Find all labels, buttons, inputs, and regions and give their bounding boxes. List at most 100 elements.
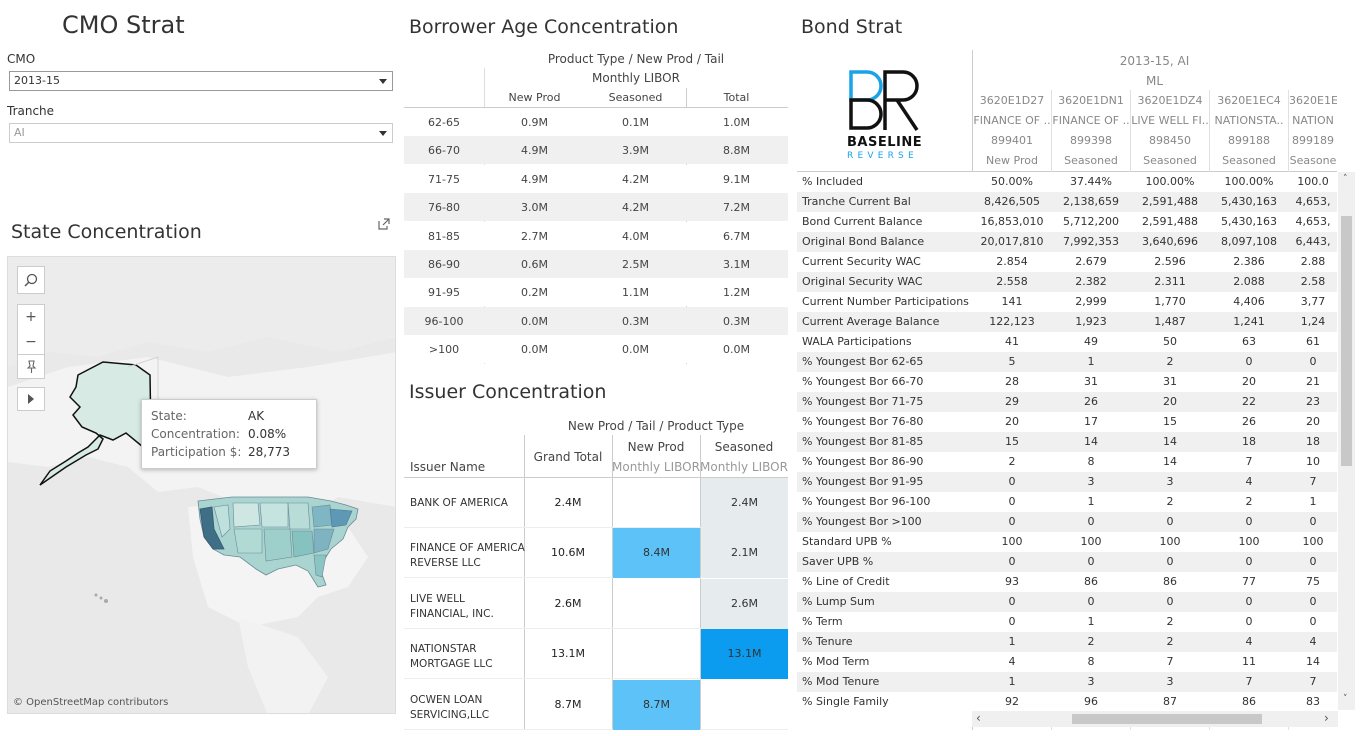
expand-arrow-icon[interactable] — [17, 387, 45, 411]
age-col-total: Total — [723, 91, 750, 104]
bond-value: 7 — [1309, 675, 1317, 688]
cmo-select[interactable]: 2013-15 — [9, 71, 393, 91]
bond-value: 2,591,488 — [1142, 195, 1198, 208]
age-total-value: 1.2M — [723, 286, 750, 300]
bond-row: % Youngest Bor 71-75 29 26 20 22 23 — [797, 392, 1337, 412]
bond-col-issuer: NATION — [1292, 114, 1334, 127]
bond-row: Bond Current Balance 16,853,010 5,712,200 2… — [797, 212, 1337, 232]
age-seasoned-value: 2.5M — [622, 258, 649, 271]
issuer-name-line: REVERSE LLC — [410, 557, 481, 570]
bond-value: 1,487 — [1154, 315, 1186, 328]
zoom-in-icon[interactable]: + — [17, 304, 45, 329]
bond-value: 2 — [1166, 355, 1174, 368]
bond-value: 4,653, — [1295, 215, 1331, 228]
borrower-age-title: Borrower Age Concentration — [409, 16, 679, 38]
age-new-value: 3.0M — [521, 201, 548, 215]
age-seasoned-value: 4.2M — [622, 172, 649, 186]
bond-row: % Single Family 92 96 87 86 83 — [797, 692, 1337, 712]
age-bucket: 76-80 — [428, 201, 460, 215]
bond-row-name: Original Security WAC — [802, 275, 923, 288]
age-new-value: 0.2M — [521, 286, 548, 300]
bond-value: 28 — [1005, 375, 1019, 388]
horizontal-scrollbar[interactable]: ‹ › — [972, 711, 1338, 727]
bond-value: 4 — [1245, 475, 1253, 488]
bond-row: Tranche Current Bal 8,426,505 2,138,659 2,5… — [797, 192, 1337, 212]
bond-row-name: % Youngest Bor >100 — [802, 515, 922, 528]
issuer-total: 2.4M — [554, 496, 582, 509]
issuer-col-seas-sub: Monthly LIBOR — [700, 460, 788, 474]
bond-value: 0 — [1309, 555, 1317, 568]
age-new-value: 0.6M — [521, 258, 548, 271]
bond-value: 1,923 — [1075, 315, 1107, 328]
bond-col-pool: 899189 — [1292, 134, 1334, 147]
bond-value: 31 — [1163, 375, 1177, 388]
bond-value: 11 — [1242, 655, 1256, 668]
scroll-up-icon[interactable]: ˄ — [1343, 174, 1348, 184]
popout-icon[interactable] — [378, 218, 390, 230]
age-row: >100 0.0M 0.0M 0.0M — [404, 335, 788, 364]
bond-value: 8,426,505 — [984, 195, 1040, 208]
issuer-col-total: Grand Total — [533, 450, 603, 464]
search-icon[interactable] — [17, 266, 45, 294]
tranche-select[interactable]: AI — [9, 123, 393, 143]
age-bucket: 96-100 — [424, 314, 464, 328]
bond-col-cusip: 3620E1DZ4 — [1137, 94, 1203, 107]
bond-sub-header: ML — [1145, 74, 1164, 88]
bond-value: 61 — [1306, 335, 1320, 348]
state-map[interactable]: + − State: AK Concentration: 0.08% Partici… — [7, 256, 396, 714]
issuer-seasoned-value: 13.1M — [727, 647, 762, 661]
scroll-down-icon[interactable]: ˅ — [1343, 694, 1348, 704]
bond-value: 1,770 — [1154, 295, 1186, 308]
bond-value: 2 — [1166, 635, 1174, 648]
bond-value: 93 — [1005, 575, 1019, 588]
scroll-right-icon[interactable]: › — [1324, 711, 1329, 725]
baseline-logo-mark — [849, 70, 919, 131]
bond-value: 1 — [1087, 615, 1095, 628]
issuer-new-value: 8.7M — [643, 697, 670, 711]
bond-value: 41 — [1005, 335, 1019, 348]
bond-row: Current Security WAC 2.854 2.679 2.596 2.386… — [797, 252, 1337, 272]
scroll-left-icon[interactable]: ‹ — [976, 711, 981, 725]
bond-value: 17 — [1084, 415, 1098, 428]
bond-value: 23 — [1306, 395, 1320, 408]
bond-value: 5 — [1008, 355, 1016, 368]
bond-value: 4,406 — [1233, 295, 1265, 308]
bond-value: 15 — [1163, 415, 1177, 428]
issuer-name-line: SERVICING,LLC — [410, 708, 490, 721]
bond-value: 96 — [1084, 695, 1098, 708]
vertical-scroll-thumb[interactable] — [1341, 216, 1352, 466]
vertical-scrollbar[interactable]: ˄ ˅ — [1338, 172, 1355, 710]
bond-value: 86 — [1084, 575, 1098, 588]
issuer-seasoned-cell: 2.6M — [701, 578, 788, 629]
bond-value: 2.679 — [1075, 255, 1107, 268]
bond-col-type: Seasoned — [1143, 154, 1197, 167]
bond-value: 2,591,488 — [1142, 215, 1198, 228]
bond-value: 21 — [1306, 375, 1320, 388]
bond-value: 87 — [1163, 695, 1177, 708]
bond-value: 2.58 — [1300, 275, 1326, 288]
bond-row-name: % Mod Term — [802, 655, 870, 668]
age-seasoned-value: 4.0M — [622, 229, 649, 243]
bond-value: 2.311 — [1154, 275, 1186, 288]
pin-icon[interactable] — [17, 354, 45, 379]
bond-value: 7,992,353 — [1063, 235, 1119, 248]
issuer-name-line: NATIONSTAR — [410, 643, 477, 656]
bond-value: 16,853,010 — [980, 215, 1044, 228]
bond-value: 122,123 — [989, 315, 1035, 328]
age-bucket: 62-65 — [428, 116, 460, 129]
horizontal-scroll-thumb[interactable] — [1072, 714, 1262, 724]
age-new-value: 0.0M — [521, 343, 548, 357]
bond-value: 2 — [1087, 635, 1095, 648]
bond-value: 20,017,810 — [980, 235, 1044, 248]
bond-value: 0 — [1166, 555, 1174, 568]
bond-value: 7 — [1245, 675, 1253, 688]
zoom-out-icon[interactable]: − — [17, 329, 45, 354]
tooltip-part-label: Participation $: — [151, 445, 242, 459]
bond-value: 2.88 — [1300, 255, 1326, 268]
map-attribution: © OpenStreetMap contributors — [13, 697, 169, 708]
age-total-value: 0.0M — [723, 343, 750, 357]
bond-row: % Youngest Bor 66-70 28 31 31 20 21 — [797, 372, 1337, 392]
bond-value: 100.0 — [1297, 175, 1329, 188]
state-tooltip: State: AK Concentration: 0.08% Participati… — [141, 399, 317, 469]
bond-row: % Tenure 1 2 2 4 4 — [797, 632, 1337, 652]
